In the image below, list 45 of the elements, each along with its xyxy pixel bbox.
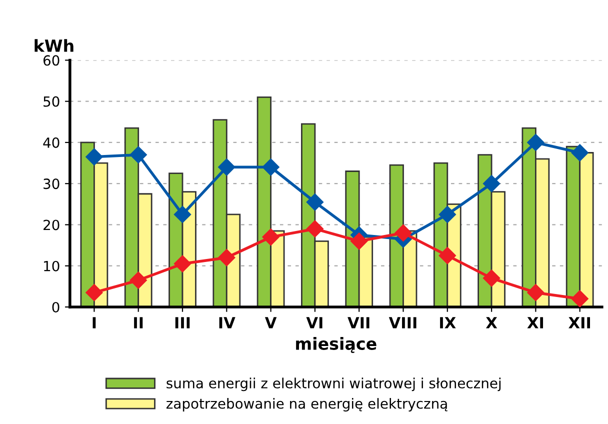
x-tick-label: X <box>486 317 498 328</box>
x-tick-label: VIII <box>388 317 416 328</box>
point <box>174 206 192 223</box>
legend-label: suma energii z elektrowni wiatrowej i słonecznej <box>166 378 501 392</box>
x-tick-label: VI <box>306 317 322 328</box>
point <box>218 249 236 266</box>
point <box>86 148 103 166</box>
point <box>218 158 236 176</box>
x-tick-label: I <box>92 317 96 328</box>
x-tick-label: XII <box>568 317 590 328</box>
point <box>571 144 588 162</box>
point <box>86 284 103 302</box>
point <box>262 158 280 176</box>
point <box>571 290 588 307</box>
point <box>130 272 147 289</box>
point <box>527 284 544 302</box>
point <box>438 206 456 223</box>
point <box>130 146 147 164</box>
y-tick-label: 30 <box>44 178 60 190</box>
point <box>394 224 412 242</box>
x-tick-label: XI <box>527 317 544 328</box>
y-tick-label: 50 <box>44 96 60 107</box>
y-axis-title: kWh <box>34 39 74 52</box>
x-tick-label: II <box>134 317 143 328</box>
legend-label: zapotrzebowanie na energię elektryczną <box>166 398 448 412</box>
y-tick-label: 40 <box>43 137 60 148</box>
point <box>262 228 280 246</box>
x-axis-title: miesiące <box>296 337 376 353</box>
x-tick-label: IV <box>219 317 236 328</box>
x-tick-label: VII <box>348 317 370 328</box>
y-tick-label: 60 <box>43 55 60 66</box>
point <box>350 232 368 250</box>
point <box>482 270 500 287</box>
point <box>482 175 500 192</box>
x-tick-label: IX <box>440 317 456 328</box>
point <box>174 255 192 272</box>
x-tick-label: III <box>175 317 190 328</box>
y-tick-label: 20 <box>44 220 60 230</box>
point <box>438 247 456 264</box>
y-tick-label: 10 <box>44 260 60 272</box>
x-tick-label: V <box>264 317 277 328</box>
y-tick-label: 0 <box>52 302 60 312</box>
point <box>527 134 544 152</box>
point <box>306 194 324 211</box>
point <box>306 220 324 238</box>
